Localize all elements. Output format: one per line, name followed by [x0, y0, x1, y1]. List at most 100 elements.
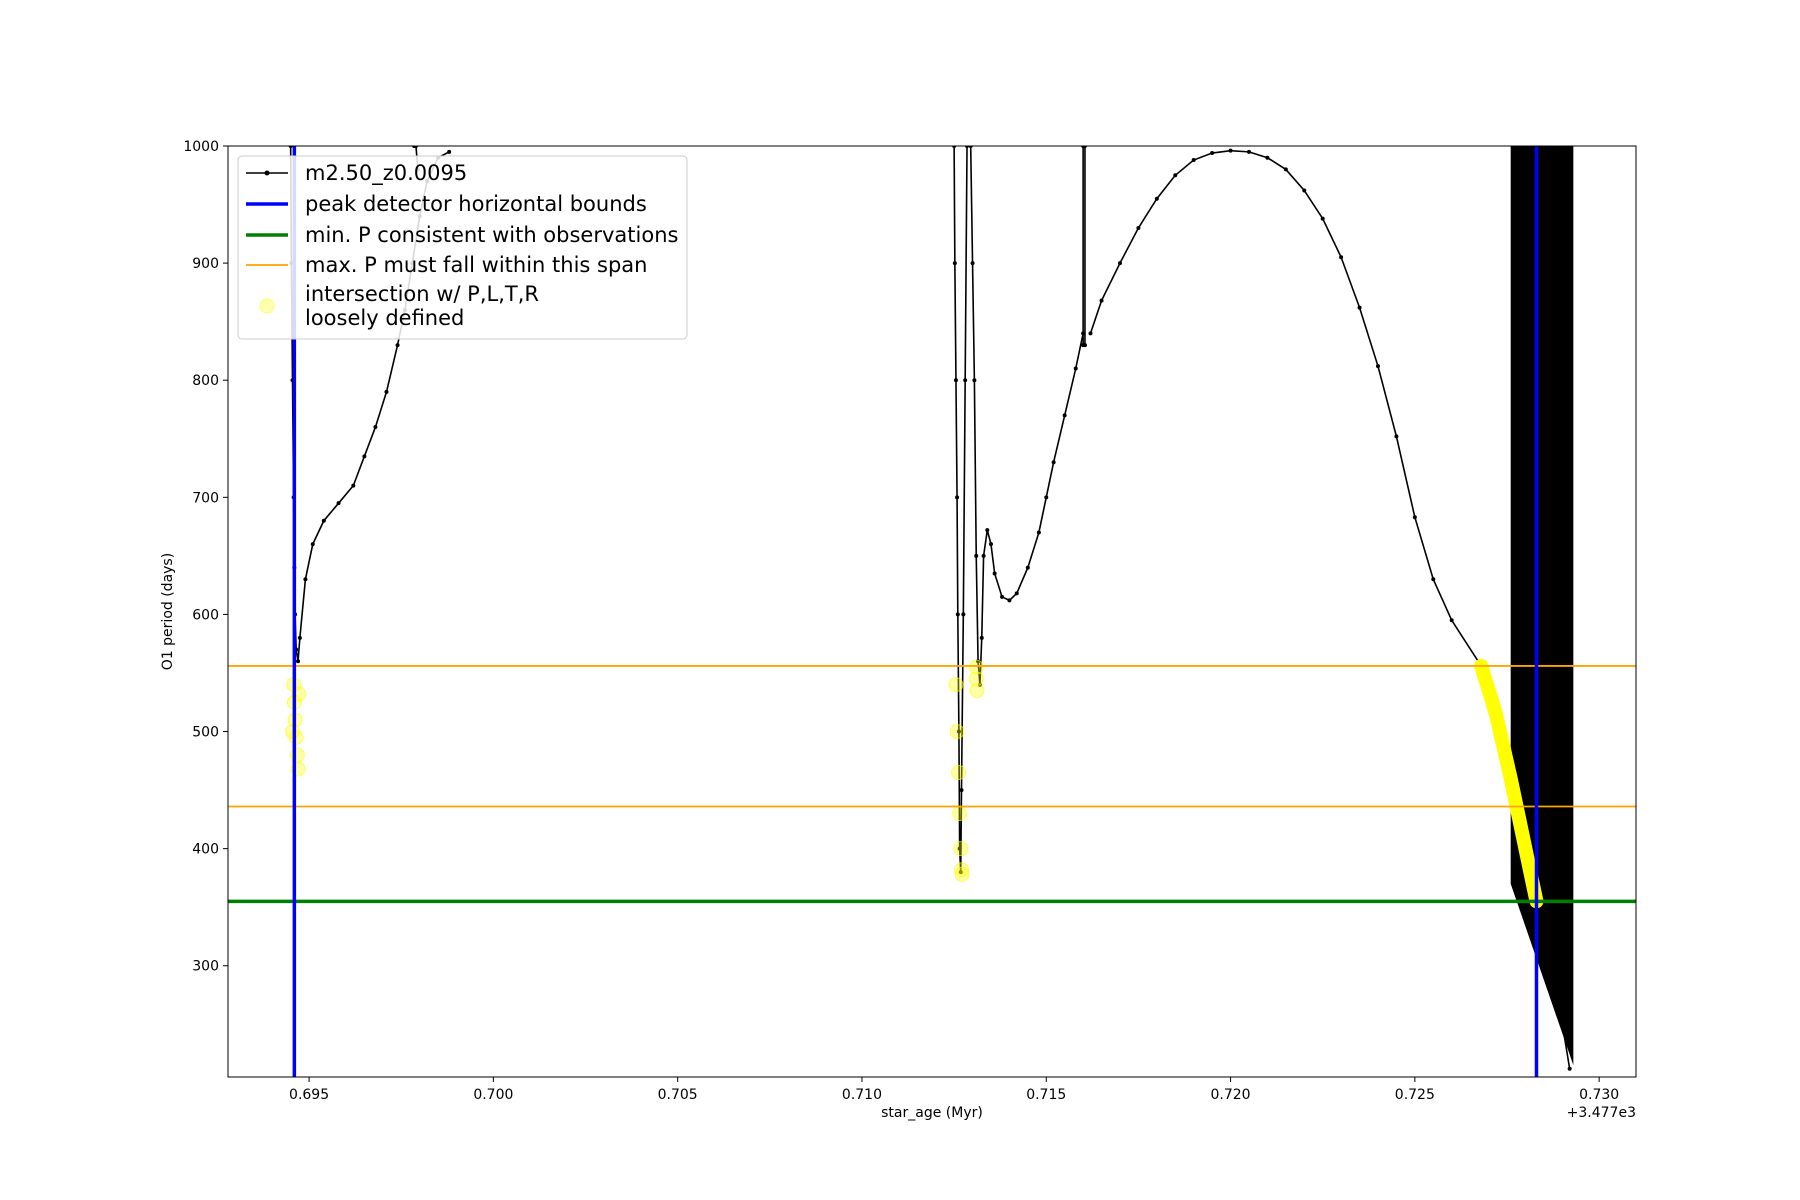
intersection-point: [285, 724, 301, 740]
series-0-segment-4: [1082, 146, 1086, 346]
plot-content: [228, 146, 1636, 1077]
x-tick-label: 0.725: [1395, 1087, 1435, 1103]
intersection-point: [969, 683, 985, 699]
series-0-point: [1210, 151, 1215, 156]
series-0-segment-2: [953, 146, 968, 873]
intersection-point: [289, 747, 305, 763]
legend-handle-marker: [264, 170, 270, 176]
y-tick-label: 900: [192, 256, 219, 272]
series-0-point: [310, 542, 315, 547]
y-tick-label: 400: [192, 842, 219, 858]
intersection-point: [968, 659, 984, 675]
series-0-point: [1088, 331, 1093, 336]
series-0-point: [981, 553, 986, 558]
series-0-point: [1412, 515, 1417, 520]
y-tick-label: 300: [192, 959, 219, 975]
series-0-point: [992, 571, 997, 576]
series-0-point: [296, 659, 301, 664]
series-0-point: [963, 378, 968, 383]
intersection-point: [952, 806, 968, 822]
series-0-point: [961, 612, 966, 617]
series-0-point: [955, 495, 960, 500]
intersection-thick-segment: [1474, 658, 1544, 909]
intersection-point: [948, 677, 964, 693]
series-0-point: [1025, 565, 1030, 570]
series-0-point: [956, 729, 961, 734]
series-0-point: [297, 635, 302, 640]
x-tick-label: 0.710: [842, 1087, 882, 1103]
series-0-point: [384, 389, 389, 394]
x-tick-label: 0.695: [289, 1087, 329, 1103]
series-0-point: [1073, 366, 1078, 371]
x-tick-label: 0.700: [473, 1087, 513, 1103]
series-0-point: [1036, 530, 1041, 535]
series-0-point: [447, 149, 452, 154]
legend-label: peak detector horizontal bounds: [305, 192, 647, 216]
series-0-point: [1302, 188, 1307, 193]
plot-area: [228, 146, 1636, 1077]
x-axis-offset-label: +3.477e3: [1567, 1105, 1636, 1121]
series-0-point: [351, 483, 356, 488]
series-0-point: [958, 870, 963, 875]
x-tick-label: 0.720: [1211, 1087, 1251, 1103]
series-0-point: [1283, 167, 1288, 172]
x-tick-label: 0.705: [658, 1087, 698, 1103]
intersection-point: [951, 765, 967, 781]
series-0-point: [336, 501, 341, 506]
series-0-point: [1357, 305, 1362, 310]
series-0-point: [1265, 155, 1270, 160]
y-axis-label: O1 period (days): [160, 553, 176, 670]
series-0-point: [1007, 598, 1012, 603]
series-0-point: [1449, 618, 1454, 623]
series-0-point: [1228, 148, 1233, 153]
y-axis-ticks: 300 400 500 600 700 800 900 1000: [183, 139, 228, 975]
intersection-point: [954, 866, 970, 882]
x-axis-label: star_age (Myr): [881, 1105, 983, 1121]
series-0-point: [985, 528, 990, 533]
series-0-point: [988, 542, 993, 547]
y-tick-label: 700: [192, 490, 219, 506]
plot-frame: [227, 145, 1637, 1078]
series-0-point: [1191, 158, 1196, 163]
legend-label: m2.50_z0.0095: [305, 161, 467, 186]
series-0-point: [362, 454, 367, 459]
series-0-point: [395, 343, 400, 348]
legend-label: loosely defined: [305, 306, 464, 330]
series-0-point: [303, 577, 308, 582]
series-0-point: [1173, 173, 1178, 178]
series-0-point: [1545, 952, 1550, 957]
series-0-point: [1339, 255, 1344, 260]
series-0-point: [1117, 261, 1122, 266]
series-0-point: [952, 261, 957, 266]
series-0-point: [953, 378, 958, 383]
series-0-point: [1556, 998, 1561, 1003]
series-0-point: [321, 518, 326, 523]
y-tick-label: 500: [192, 725, 219, 741]
series-0-point: [959, 788, 964, 793]
series-0-point: [1320, 216, 1325, 221]
series-0-point: [373, 425, 378, 430]
x-axis-ticks: 0.695 0.700 0.705 0.710 0.715 0.720 0.725 0.730: [289, 1077, 1619, 1103]
series-0-point: [1082, 343, 1087, 348]
x-tick-label: 0.730: [1579, 1087, 1619, 1103]
y-tick-label: 600: [192, 607, 219, 623]
series-0-point: [979, 635, 984, 640]
series-0-segment-5: [1089, 149, 1571, 1069]
legend-box: [237, 155, 688, 340]
y-tick-label: 1000: [183, 139, 219, 155]
series-0-point: [970, 261, 975, 266]
series-0-point: [1246, 149, 1251, 154]
series-0-point: [1051, 460, 1056, 465]
intersection-point: [968, 671, 984, 687]
series-0-point: [957, 846, 962, 851]
series-0-point: [1062, 413, 1067, 418]
legend-label: intersection w/ P,L,T,R: [305, 282, 539, 306]
series-0-point: [974, 553, 979, 558]
intersection-point: [953, 841, 969, 857]
series-0-point: [1099, 298, 1104, 303]
legend-label: min. P consistent with observations: [305, 223, 678, 247]
series-0-point: [1136, 225, 1141, 230]
intersection-point: [953, 862, 969, 878]
series-0-point: [1394, 434, 1399, 439]
